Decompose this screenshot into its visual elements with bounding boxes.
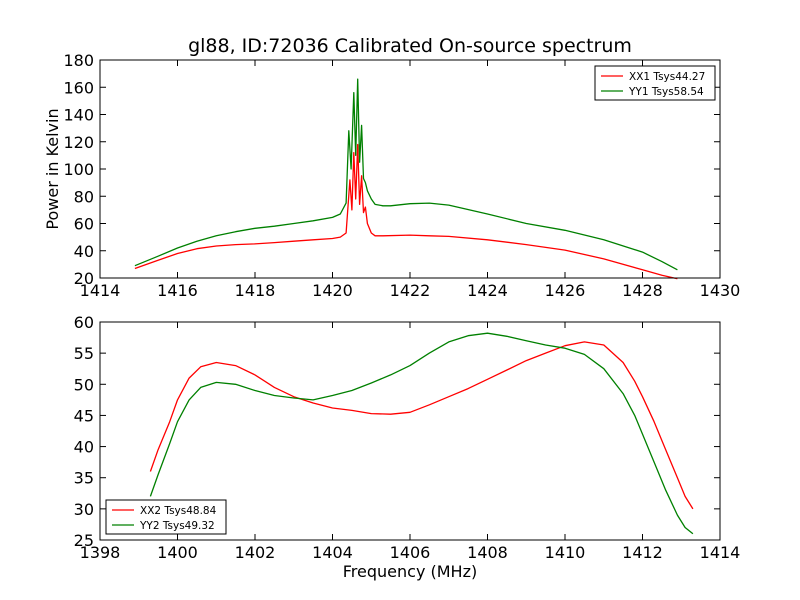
legend-label: XX2 Tsys48.84	[140, 505, 217, 517]
x-axis-label: Frequency (MHz)	[343, 562, 477, 581]
legend-label: YY1 Tsys58.54	[628, 86, 704, 98]
x-tick-label: 1408	[467, 543, 508, 562]
y-tick-label: 60	[74, 313, 94, 332]
x-axis-ticks: 1414 1416 1418 1420 1422 1424 1426 1428 1430	[80, 60, 741, 300]
y-tick-label: 140	[63, 106, 94, 125]
y-tick-label: 50	[74, 375, 94, 394]
x-tick-label: 1424	[467, 281, 508, 300]
y-tick-label: 100	[63, 160, 94, 179]
y-axis-ticks: 20 40 60 80 100 120 140 160 180	[63, 51, 720, 288]
subplot-1: 1414 1416 1418 1420 1422 1424 1426 1428 1430 20 40…	[43, 35, 740, 300]
x-tick-label: 1428	[622, 281, 663, 300]
x-tick-label: 1410	[545, 543, 586, 562]
y-tick-label: 160	[63, 78, 94, 97]
series-line-2-1	[149, 341, 694, 510]
y-tick-label: 60	[74, 215, 94, 234]
legend-label: XX1 Tsys44.27	[629, 71, 705, 83]
y-axis-label: Power in Kelvin	[43, 108, 62, 229]
x-tick-label: 1402	[235, 543, 276, 562]
legend-label: YY2 Tsys49.32	[139, 520, 215, 532]
x-tick-label: 1414	[700, 543, 741, 562]
y-tick-label: 35	[74, 469, 94, 488]
y-tick-label: 45	[74, 406, 94, 425]
legend: XX2 Tsys48.84 YY2 Tsys49.32	[105, 499, 227, 535]
series-line-1-2	[134, 78, 678, 271]
y-tick-label: 180	[63, 51, 94, 70]
subplot-2: 1398 1400 1402 1404 1406 1408 1410 1412 1414 25 30…	[74, 313, 741, 581]
y-tick-label: 20	[74, 269, 94, 288]
y-tick-label: 120	[63, 133, 94, 152]
x-tick-label: 1420	[312, 281, 353, 300]
x-tick-label: 1416	[157, 281, 198, 300]
legend-box	[594, 65, 716, 101]
y-tick-label: 25	[74, 531, 94, 550]
legend: XX1 Tsys44.27 YY1 Tsys58.54	[594, 65, 716, 101]
x-tick-label: 1418	[235, 281, 276, 300]
series-line-1-1	[134, 143, 678, 280]
x-tick-label: 1414	[80, 281, 121, 300]
x-tick-label: 1426	[545, 281, 586, 300]
y-axis-ticks: 25 30 35 40 45 50 55 60	[74, 313, 720, 550]
y-tick-label: 80	[74, 187, 94, 206]
series-line-2-2	[149, 332, 694, 535]
y-tick-label: 40	[74, 242, 94, 261]
x-tick-label: 1406	[390, 543, 431, 562]
chart-title: gl88, ID:72036 Calibrated On-source spec…	[188, 35, 632, 57]
x-tick-label: 1412	[622, 543, 663, 562]
y-tick-label: 40	[74, 438, 94, 457]
plot-lines	[149, 332, 694, 535]
x-axis-ticks: 1398 1400 1402 1404 1406 1408 1410 1412 1414	[80, 322, 741, 562]
x-tick-label: 1422	[390, 281, 431, 300]
x-tick-label: 1430	[700, 281, 741, 300]
x-tick-label: 1398	[80, 543, 121, 562]
legend-box	[105, 499, 227, 535]
plot-lines	[134, 78, 678, 280]
y-tick-label: 55	[74, 344, 94, 363]
x-tick-label: 1404	[312, 543, 353, 562]
y-tick-label: 30	[74, 500, 94, 519]
x-tick-label: 1400	[157, 543, 198, 562]
